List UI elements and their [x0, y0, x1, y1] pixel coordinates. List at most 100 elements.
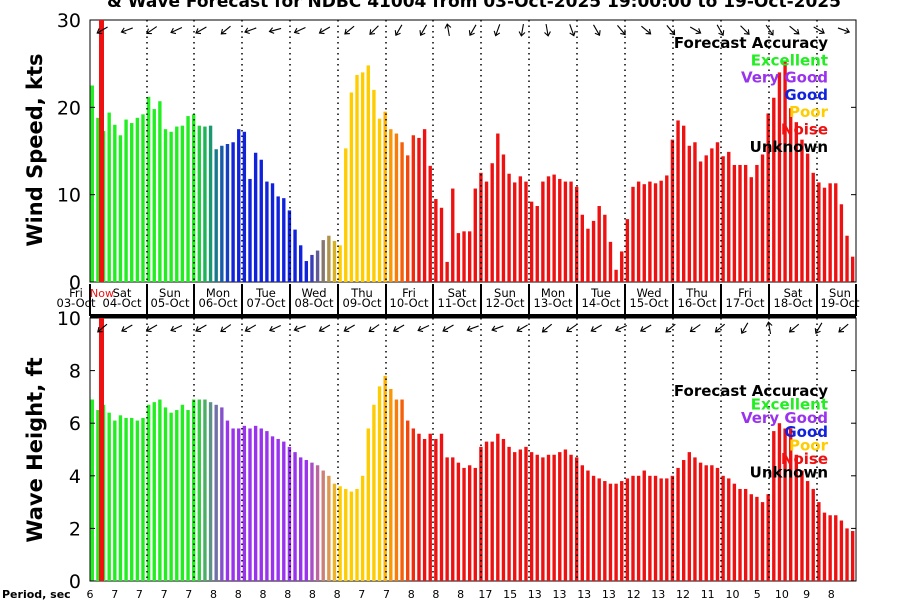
bar [642, 470, 646, 581]
bar [152, 109, 156, 282]
wind-panel: 0 10 20 30 Wind Speed, kts Forecast Accurac… [23, 10, 857, 294]
day-label: Tue [590, 286, 611, 300]
day-label: Sun [159, 286, 181, 300]
bar [186, 410, 190, 581]
bar [727, 151, 731, 282]
legend-item: Noise [781, 121, 828, 139]
bar [293, 452, 297, 581]
bar [321, 470, 325, 581]
day-label: Wed [636, 286, 661, 300]
legend-item: Noise [781, 450, 828, 468]
date-label: 17-Oct [726, 296, 765, 310]
bar [175, 410, 179, 581]
direction-arrow [369, 25, 379, 35]
bar [496, 133, 500, 282]
bar [794, 454, 799, 581]
bar [406, 420, 410, 581]
direction-arrow [714, 323, 726, 333]
direction-arrow [220, 25, 231, 35]
period-value: 13 [651, 588, 665, 600]
bar [344, 488, 348, 581]
bar [608, 241, 613, 282]
bar [715, 467, 720, 581]
bar [834, 515, 838, 581]
bar [225, 144, 230, 282]
y-tick-label: 6 [69, 413, 81, 435]
bar [304, 261, 309, 282]
bar [558, 178, 562, 282]
direction-arrow [544, 23, 551, 37]
y-tick-label: 4 [69, 466, 81, 488]
bar [146, 96, 151, 282]
direction-arrow [97, 323, 108, 333]
bar [631, 475, 635, 581]
bar [315, 250, 320, 282]
y-tick-label: 2 [69, 518, 81, 540]
bar [428, 433, 432, 581]
day-label: Sat [448, 286, 467, 300]
date-label: 06-Oct [199, 296, 238, 310]
bar [124, 417, 128, 581]
bar [389, 389, 393, 581]
bar [265, 181, 269, 282]
bar [625, 219, 630, 282]
wind-bars [90, 20, 855, 283]
period-value: 17 [478, 588, 492, 600]
direction-arrow [689, 324, 701, 333]
bar [372, 89, 376, 283]
direction-arrow [716, 24, 725, 36]
period-value: 7 [185, 588, 192, 600]
direction-arrow [121, 324, 133, 333]
period-value: 8 [334, 588, 341, 600]
bar [462, 231, 466, 282]
bar [484, 181, 489, 282]
bar [203, 126, 207, 282]
bar [259, 428, 263, 581]
bar [253, 152, 258, 282]
bar [253, 425, 258, 581]
bar [805, 153, 810, 282]
bar [270, 436, 275, 581]
period-value: 8 [457, 588, 464, 600]
bar [732, 164, 737, 282]
bar [411, 135, 416, 282]
bar [789, 428, 793, 581]
bar [552, 174, 556, 282]
direction-arrow [641, 25, 652, 35]
bar [135, 117, 140, 282]
period-value: 5 [754, 588, 761, 600]
bar [445, 457, 449, 581]
direction-arrow [665, 323, 676, 333]
bar [789, 108, 793, 283]
bar [614, 483, 618, 581]
direction-arrow [244, 324, 257, 333]
bar [355, 75, 359, 283]
direction-arrow [740, 322, 749, 334]
bar [676, 120, 680, 283]
bar [580, 465, 584, 581]
bar [682, 460, 686, 581]
bar [191, 399, 196, 581]
now-marker [99, 20, 104, 282]
bar [439, 433, 444, 581]
bar [811, 172, 815, 282]
bar [721, 475, 725, 581]
bar [507, 173, 511, 282]
bar [513, 182, 517, 282]
bar [338, 245, 342, 282]
bar [214, 404, 218, 581]
direction-arrow [368, 324, 380, 333]
direction-arrow [566, 324, 578, 333]
bar [439, 207, 444, 282]
period-value: 6 [87, 588, 94, 600]
bar [558, 452, 562, 581]
bar [242, 425, 247, 581]
period-value: 10 [726, 588, 740, 600]
period-value: 9 [803, 588, 810, 600]
bar [107, 112, 111, 282]
bar [552, 454, 556, 581]
bar [766, 113, 770, 282]
day-label: Mon [206, 286, 230, 300]
period-value: 8 [432, 588, 439, 600]
